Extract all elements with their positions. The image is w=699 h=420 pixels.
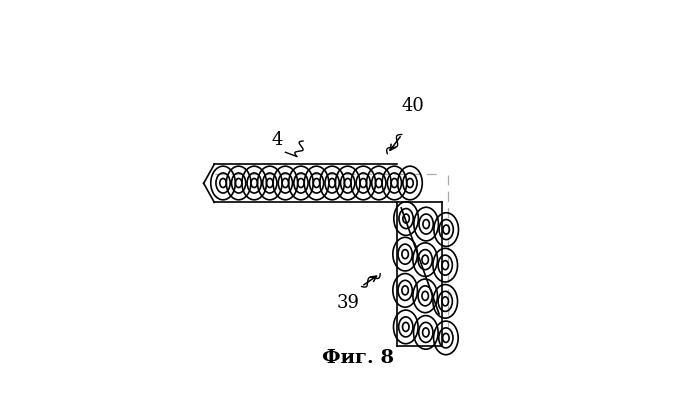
Text: 39: 39 — [336, 294, 359, 312]
Text: Фиг. 8: Фиг. 8 — [322, 349, 394, 368]
Text: 40: 40 — [401, 97, 424, 115]
Text: 4: 4 — [272, 131, 283, 149]
